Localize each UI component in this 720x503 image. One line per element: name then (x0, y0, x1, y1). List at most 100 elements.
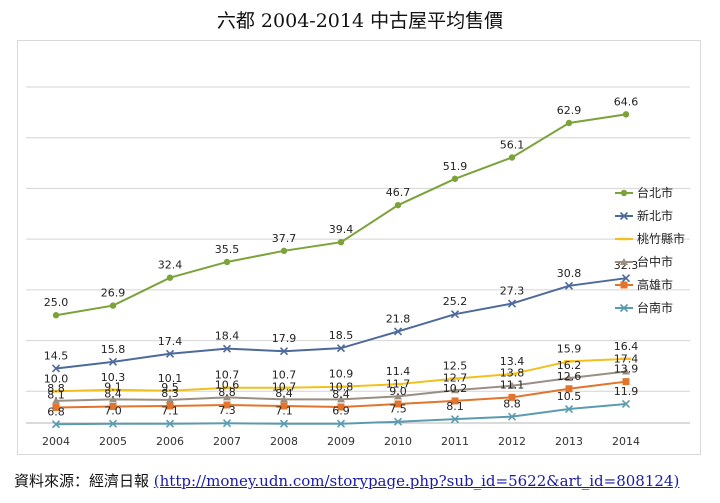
data-point (52, 312, 60, 319)
data-point (52, 396, 60, 404)
data-label: 32.4 (158, 259, 183, 272)
source-prefix: 資料來源：經濟日報 (14, 472, 154, 490)
data-label: 56.1 (500, 138, 525, 151)
data-point (564, 281, 574, 290)
data-label: 12.6 (557, 370, 582, 383)
data-label: 8.3 (161, 387, 179, 400)
x-tick-label: 2010 (384, 435, 412, 448)
legend-label: 高雄市 (637, 277, 673, 292)
data-point (619, 211, 629, 221)
data-point (507, 299, 517, 308)
data-point (620, 189, 628, 197)
source-link[interactable]: (http://money.udn.com/storypage.php?sub_… (153, 472, 680, 490)
data-label: 15.9 (557, 342, 582, 355)
x-tick-label: 2013 (555, 435, 583, 448)
data-label: 18.4 (215, 330, 240, 343)
data-label: 37.7 (272, 232, 297, 245)
data-label: 7.0 (104, 405, 122, 418)
data-label: 64.6 (614, 95, 639, 108)
data-label: 17.9 (272, 332, 297, 345)
data-label: 10.2 (443, 382, 468, 395)
data-point (507, 412, 517, 421)
data-point (280, 395, 288, 403)
data-point (450, 415, 460, 424)
x-tick-label: 2014 (612, 435, 640, 448)
data-point (165, 419, 175, 428)
data-label: 17.4 (158, 335, 183, 348)
data-label: 13.9 (614, 363, 639, 376)
data-label: 9.1 (104, 380, 122, 393)
data-label: 30.8 (557, 267, 582, 280)
data-point (508, 393, 516, 401)
data-label: 7.3 (218, 404, 236, 417)
data-label: 12.5 (443, 360, 468, 373)
data-point (336, 344, 346, 353)
data-point (508, 381, 516, 389)
data-point (508, 154, 516, 161)
data-point (280, 402, 288, 410)
data-point (394, 201, 402, 209)
data-label: 6.8 (47, 405, 65, 418)
data-label: 10.5 (557, 390, 582, 403)
data-point (165, 349, 175, 358)
data-point (223, 401, 231, 409)
data-label: 8.4 (332, 388, 350, 401)
data-point (621, 399, 631, 409)
data-point (620, 281, 628, 289)
data-label: 10.7 (272, 380, 297, 393)
data-point (109, 395, 117, 403)
data-label: 27.3 (500, 285, 525, 298)
data-point (279, 419, 289, 428)
data-label: 15.8 (101, 343, 126, 356)
x-tick-label: 2011 (441, 435, 469, 448)
x-tick-label: 2006 (156, 435, 184, 448)
data-label: 7.1 (275, 405, 293, 418)
data-label: 7.5 (389, 403, 407, 416)
data-point (451, 397, 459, 405)
data-point (621, 274, 631, 283)
data-point (223, 258, 231, 266)
data-point (280, 247, 288, 255)
data-label: 11.1 (500, 378, 525, 391)
data-point (337, 403, 345, 411)
data-point (336, 419, 346, 428)
data-label: 17.4 (614, 353, 639, 366)
legend-label: 桃竹縣市 (637, 231, 685, 246)
data-point (337, 238, 345, 246)
data-label: 11.4 (386, 365, 411, 378)
x-tick-label: 2008 (270, 435, 298, 448)
data-label: 51.9 (443, 160, 468, 173)
data-label: 11.9 (614, 385, 639, 398)
data-label: 62.9 (557, 104, 582, 117)
data-label: 8.8 (503, 398, 521, 411)
data-label: 9.0 (389, 385, 407, 398)
data-point (166, 402, 174, 410)
legend-label: 台南市 (637, 300, 673, 315)
data-label: 8.1 (47, 389, 65, 402)
data-label: 10.6 (215, 378, 240, 391)
data-label: 26.9 (101, 287, 126, 300)
data-label: 9.5 (161, 381, 179, 394)
data-point (564, 404, 574, 414)
x-tick-label: 2012 (498, 435, 526, 448)
data-label: 25.2 (443, 295, 468, 308)
data-label: 12.7 (443, 371, 468, 384)
data-label: 10.0 (44, 372, 69, 385)
data-point (619, 303, 629, 313)
data-label: 11.7 (386, 377, 411, 390)
data-point (223, 393, 231, 401)
series-line (55, 113, 627, 317)
legend-label: 台中市 (637, 254, 673, 269)
data-point (622, 111, 630, 118)
data-label: 46.7 (386, 186, 411, 199)
data-point (451, 386, 459, 394)
data-point (108, 357, 118, 366)
data-point (52, 404, 60, 412)
data-label: 14.5 (44, 349, 69, 362)
x-tick-label: 2009 (327, 435, 355, 448)
data-label: 10.9 (329, 368, 354, 381)
data-point (393, 327, 403, 336)
data-label: 8.4 (104, 388, 122, 401)
data-point (565, 119, 573, 127)
